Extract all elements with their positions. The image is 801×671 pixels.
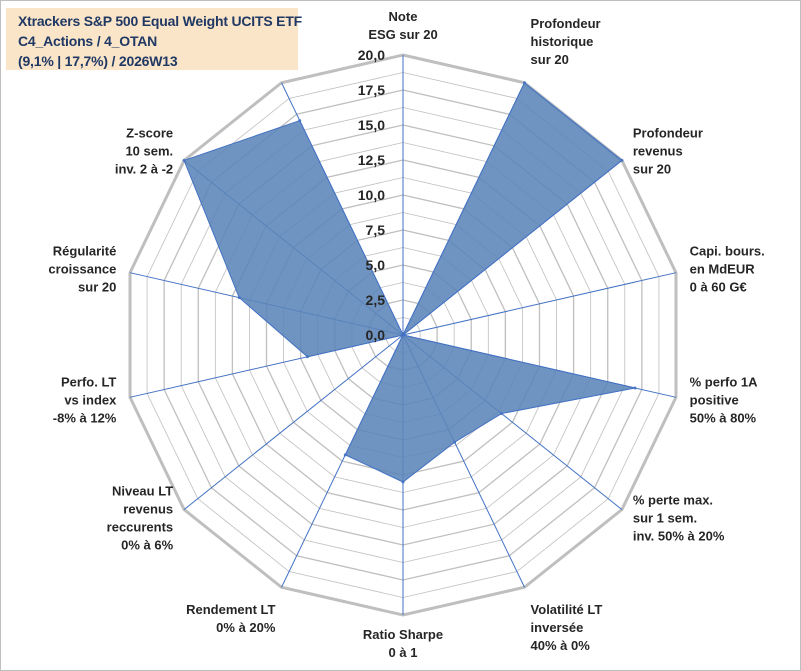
radar-data-point	[237, 296, 241, 300]
radar-spoke	[402, 272, 677, 336]
radar-tick-label: 10,0	[358, 187, 385, 203]
radar-axis-label: Profondeur revenus sur 20	[633, 126, 703, 177]
radar-data-point	[298, 119, 302, 123]
radar-tick-label: 12,5	[358, 152, 385, 168]
radar-axis-label: Z-score 10 sem. inv. 2 à -2	[115, 126, 173, 177]
fund-category: C4_Actions / 4_OTAN	[18, 33, 158, 49]
radar-tick-label: 17,5	[358, 82, 385, 98]
radar-data-point	[500, 412, 504, 416]
radar-axis-label: Capi. bours. en MdEUR 0 à 60 G€	[690, 244, 765, 295]
radar-data-point	[522, 81, 526, 85]
radar-axis-label: Perfo. LT vs index -8% à 12%	[53, 374, 117, 425]
radar-tick-labels: 0,0 2,5 5,0 7,5 10,0 12,5 15,0 17,5 20,0	[358, 47, 385, 343]
radar-tick-label: 0,0	[366, 327, 386, 343]
radar-tick-label: 2,5	[366, 292, 386, 308]
radar-axis-label: Note ESG sur 20	[368, 9, 437, 42]
radar-axis-label: % perte max. sur 1 sem. inv. 50% à 20%	[633, 492, 725, 543]
radar-axis-label: Ratio Sharpe 0 à 1	[363, 627, 443, 660]
radar-series-area	[182, 81, 637, 484]
radar-data-point	[343, 453, 347, 457]
radar-tick-label: 15,0	[358, 117, 385, 133]
radar-data-point	[401, 480, 405, 484]
fund-title: Xtrackers S&P 500 Equal Weight UCITS ETF	[18, 13, 303, 29]
radar-data-point	[633, 386, 637, 390]
radar-data-point	[453, 440, 457, 444]
radar-data-point	[305, 355, 309, 359]
radar-data-point	[620, 158, 624, 162]
radar-axis-label: Niveau LT revenus reccurents 0% à 6%	[107, 483, 174, 552]
radar-tick-label: 7,5	[366, 222, 386, 238]
radar-spoke	[183, 334, 404, 510]
radar-axis-label: Volatilité LT inversée 40% à 0%	[531, 602, 603, 653]
fund-stats: (9,1% | 17,7%) / 2026W13	[18, 53, 178, 69]
radar-tick-label: 5,0	[366, 257, 386, 273]
fund-info-box: Xtrackers S&P 500 Equal Weight UCITS ETF…	[6, 8, 302, 70]
radar-axis-label: Profondeur historique sur 20	[531, 16, 601, 67]
radar-axis-label: % perfo 1A positive 50% à 80%	[690, 374, 759, 425]
radar-tick-label: 20,0	[358, 47, 385, 63]
radar-axis-label: Rendement LT 0% à 20%	[186, 602, 276, 635]
radar-data-point	[401, 333, 405, 337]
radar-axis-label: Régularité croissance sur 20	[48, 244, 116, 295]
radar-data-point	[182, 158, 186, 162]
